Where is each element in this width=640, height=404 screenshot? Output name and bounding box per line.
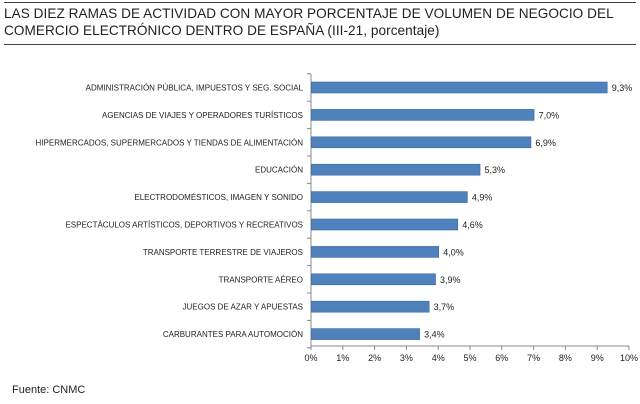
data-label: 4,9% (472, 193, 493, 203)
category-label: HIPERMERCADOS, SUPERMERCADOS Y TIENDAS D… (36, 138, 304, 147)
bar (311, 300, 430, 313)
x-tick-label: 3% (400, 353, 413, 363)
x-tick-label: 2% (368, 353, 381, 363)
data-label: 3,9% (440, 275, 461, 285)
data-label: 3,4% (424, 330, 445, 340)
category-label: ELECTRODOMÉSTICOS, IMAGEN Y SONIDO (134, 193, 303, 202)
bar (311, 191, 468, 203)
x-tick-label: 8% (559, 353, 572, 363)
bar (311, 81, 608, 94)
bar (311, 109, 535, 121)
bar (311, 136, 532, 149)
category-label: TRANSPORTE TERRESTRE DE VIAJEROS (143, 248, 303, 257)
x-tick-label: 7% (527, 353, 540, 363)
data-label: 6,9% (535, 138, 556, 148)
category-label: AGENCIAS DE VIAJES Y OPERADORES TURÍSTIC… (102, 111, 303, 120)
category-label: EDUCACIÓN (255, 166, 303, 175)
category-label: ESPECTÁCULOS ARTÍSTICOS, DEPORTIVOS Y RE… (65, 221, 303, 230)
x-tick-label: 6% (495, 353, 508, 363)
data-label: 4,6% (462, 220, 483, 230)
bar (311, 218, 459, 231)
category-label: TRANSPORTE AÉREO (219, 275, 303, 284)
data-label: 3,7% (434, 302, 455, 312)
source-note: Fuente: CNMC (12, 384, 86, 396)
title-rule-top (4, 2, 636, 3)
x-tick-label: 1% (336, 353, 349, 363)
category-label: JUEGOS DE AZAR Y APUESTAS (183, 303, 303, 312)
data-label: 9,3% (612, 83, 633, 93)
category-label: ADMINISTRACIÓN PÚBLICA, IMPUESTOS Y SEG.… (86, 84, 304, 93)
chart-title: LAS DIEZ RAMAS DE ACTIVIDAD CON MAYOR PO… (4, 6, 614, 38)
x-tick-label: 5% (463, 353, 476, 363)
category-label: CARBURANTES PARA AUTOMOCIÓN (163, 330, 303, 339)
data-label: 4,0% (443, 247, 464, 257)
title-rule-bottom (4, 44, 636, 45)
x-tick-label: 0% (304, 353, 317, 363)
x-tick-label: 10% (620, 353, 638, 363)
x-tick-label: 4% (432, 353, 445, 363)
x-tick-label: 9% (591, 353, 604, 363)
bar (311, 328, 420, 340)
bar (311, 246, 439, 258)
data-label: 5,3% (485, 165, 506, 175)
bar (311, 273, 436, 286)
data-label: 7,0% (539, 110, 560, 120)
bar (311, 163, 481, 176)
